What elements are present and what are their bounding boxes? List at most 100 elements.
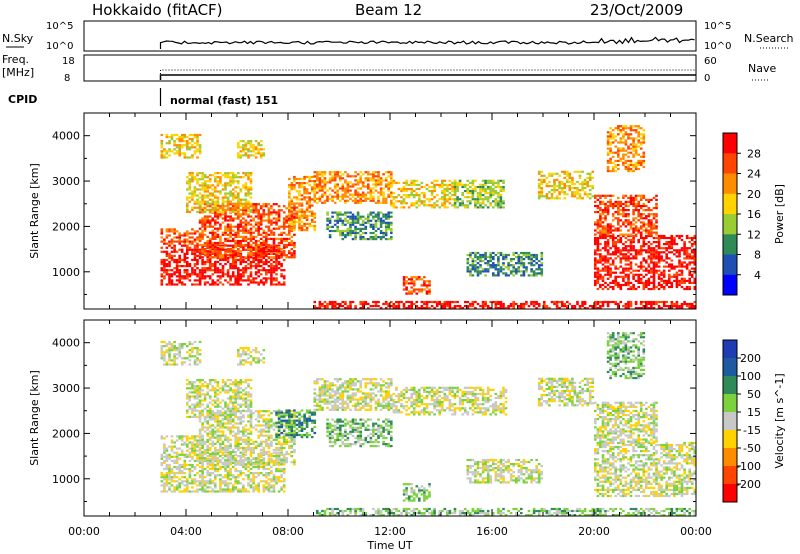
date-title: 23/Oct/2009 [590, 1, 683, 19]
velocity-colorbar-swatch [723, 358, 737, 377]
freq-strip: Freq. [MHz] 18 8 60 0 Nave [2, 53, 776, 84]
freq-trace [159, 74, 696, 80]
velocity-colorbar-label: Velocity [m s^-1] [773, 373, 786, 468]
power-region [402, 276, 431, 295]
freq-label: Freq. [2, 53, 29, 66]
power-colorbar-tick-label: 28 [747, 147, 761, 160]
nsearch-tick-bottom: 10^0 [704, 41, 731, 52]
x-tick-label: 00:00 [68, 525, 100, 538]
velocity-cells [160, 332, 697, 517]
beam-title: Beam 12 [355, 1, 422, 19]
velocity-y-tick-label: 2000 [52, 427, 80, 440]
velocity-region [606, 332, 646, 380]
power-region [160, 228, 202, 245]
power-region [160, 244, 286, 286]
velocity-region [316, 507, 697, 517]
nsky-tick-top: 10^5 [46, 21, 73, 32]
velocity-region [466, 458, 544, 484]
velocity-colorbar-tick-label: -100 [736, 460, 761, 473]
power-y-tick-label: 3000 [52, 175, 80, 188]
power-region [186, 172, 253, 213]
nsky-trace [159, 36, 695, 49]
velocity-colorbar-swatch [723, 466, 737, 485]
freq-tick-bottom: 8 [64, 73, 70, 84]
velocity-region [160, 435, 202, 452]
velocity-colorbar-tick-label: -50 [743, 442, 761, 455]
velocity-colorbar-swatch [723, 394, 737, 413]
power-colorbar-swatch [723, 193, 737, 215]
nsky-label: N.Sky [2, 32, 34, 45]
power-colorbar-swatch [723, 133, 737, 154]
velocity-region [537, 377, 595, 407]
cpid-mode-text: normal (fast) 151 [170, 94, 278, 107]
velocity-region [275, 409, 317, 439]
cpid-label: CPID [8, 93, 37, 106]
power-panel: 1000 2000 3000 4000 Slant Range [km] 28 24 20 16… [28, 112, 786, 310]
x-tick-label: 04:00 [170, 525, 202, 538]
velocity-colorbar-tick-label: 200 [740, 352, 761, 365]
nsky-tick-bottom: 10^0 [46, 41, 73, 52]
velocity-colorbar-tick-label: 100 [740, 370, 761, 383]
nave-tick-top: 60 [704, 56, 717, 67]
power-colorbar-swatch [723, 214, 737, 235]
power-colorbar-tick-label: 8 [754, 249, 761, 262]
power-colorbar-swatch [723, 153, 737, 174]
velocity-colorbar-swatch [723, 430, 737, 449]
power-y-tick-label: 1000 [52, 266, 80, 279]
freq-tick-top: 18 [62, 56, 75, 67]
nave-label: Nave [748, 62, 776, 75]
power-colorbar-tick-label: 16 [747, 208, 761, 221]
power-y-tick-label: 4000 [52, 130, 80, 143]
cpid-row: CPID normal (fast) 151 [8, 88, 278, 107]
velocity-colorbar-swatch [723, 448, 737, 467]
power-colorbar-tick-label: 20 [747, 188, 761, 201]
power-region [606, 125, 646, 173]
power-colorbar-swatch [723, 254, 737, 276]
power-colorbar-swatch [723, 234, 737, 255]
velocity-region [594, 401, 658, 443]
nsearch-tick-top: 10^5 [704, 21, 731, 32]
velocity-y-tick-label: 1000 [52, 473, 80, 486]
nave-trace [160, 69, 696, 80]
power-region [594, 194, 658, 236]
velocity-region [594, 441, 697, 498]
velocity-region [237, 347, 266, 366]
freq-frame [83, 54, 697, 82]
velocity-colorbar-swatch [723, 340, 737, 359]
velocity-colorbar: 200 100 50 15 -15 -50 -100 -200 Velocity [m s^-1… [722, 339, 786, 503]
power-region [390, 179, 457, 209]
nsky-strip: N.Sky 10^5 10^0 10^5 10^0 N.Search [2, 20, 794, 52]
power-region [466, 251, 544, 277]
power-colorbar: 28 24 20 16 12 8 4 Power [dB] [722, 132, 786, 296]
velocity-colorbar-swatch [723, 484, 737, 503]
velocity-y-axis-label: Slant Range [km] [28, 370, 41, 466]
velocity-region [186, 379, 253, 420]
velocity-colorbar-swatch [723, 412, 737, 431]
x-axis-label: Time UT [366, 539, 412, 552]
nsky-frame [83, 20, 697, 52]
power-y-tick-label: 2000 [52, 220, 80, 233]
power-colorbar-swatch [723, 173, 737, 195]
velocity-region [326, 418, 393, 448]
power-colorbar-tick-label: 24 [747, 168, 761, 181]
power-cells [160, 125, 697, 310]
power-region [537, 170, 595, 200]
station-title: Hokkaido (fitACF) [92, 1, 223, 19]
velocity-y-tick-label: 3000 [52, 382, 80, 395]
power-region [313, 171, 393, 204]
power-region [160, 133, 202, 159]
velocity-colorbar-tick-label: 15 [747, 406, 761, 419]
power-region [313, 300, 697, 310]
velocity-region [160, 340, 202, 366]
power-region [288, 175, 317, 232]
power-region [326, 211, 393, 241]
freq-unit-label: [MHz] [2, 66, 34, 79]
velocity-panel: 1000 2000 3000 4000 Slant Range [km] 200 100 50… [28, 319, 786, 517]
velocity-y-tick-label: 4000 [52, 337, 80, 350]
power-colorbar-label: Power [dB] [773, 184, 786, 244]
velocity-region [390, 386, 508, 416]
velocity-colorbar-swatch [723, 376, 737, 395]
x-tick-label: 12:00 [374, 525, 406, 538]
velocity-colorbar-tick-label: -15 [743, 424, 761, 437]
